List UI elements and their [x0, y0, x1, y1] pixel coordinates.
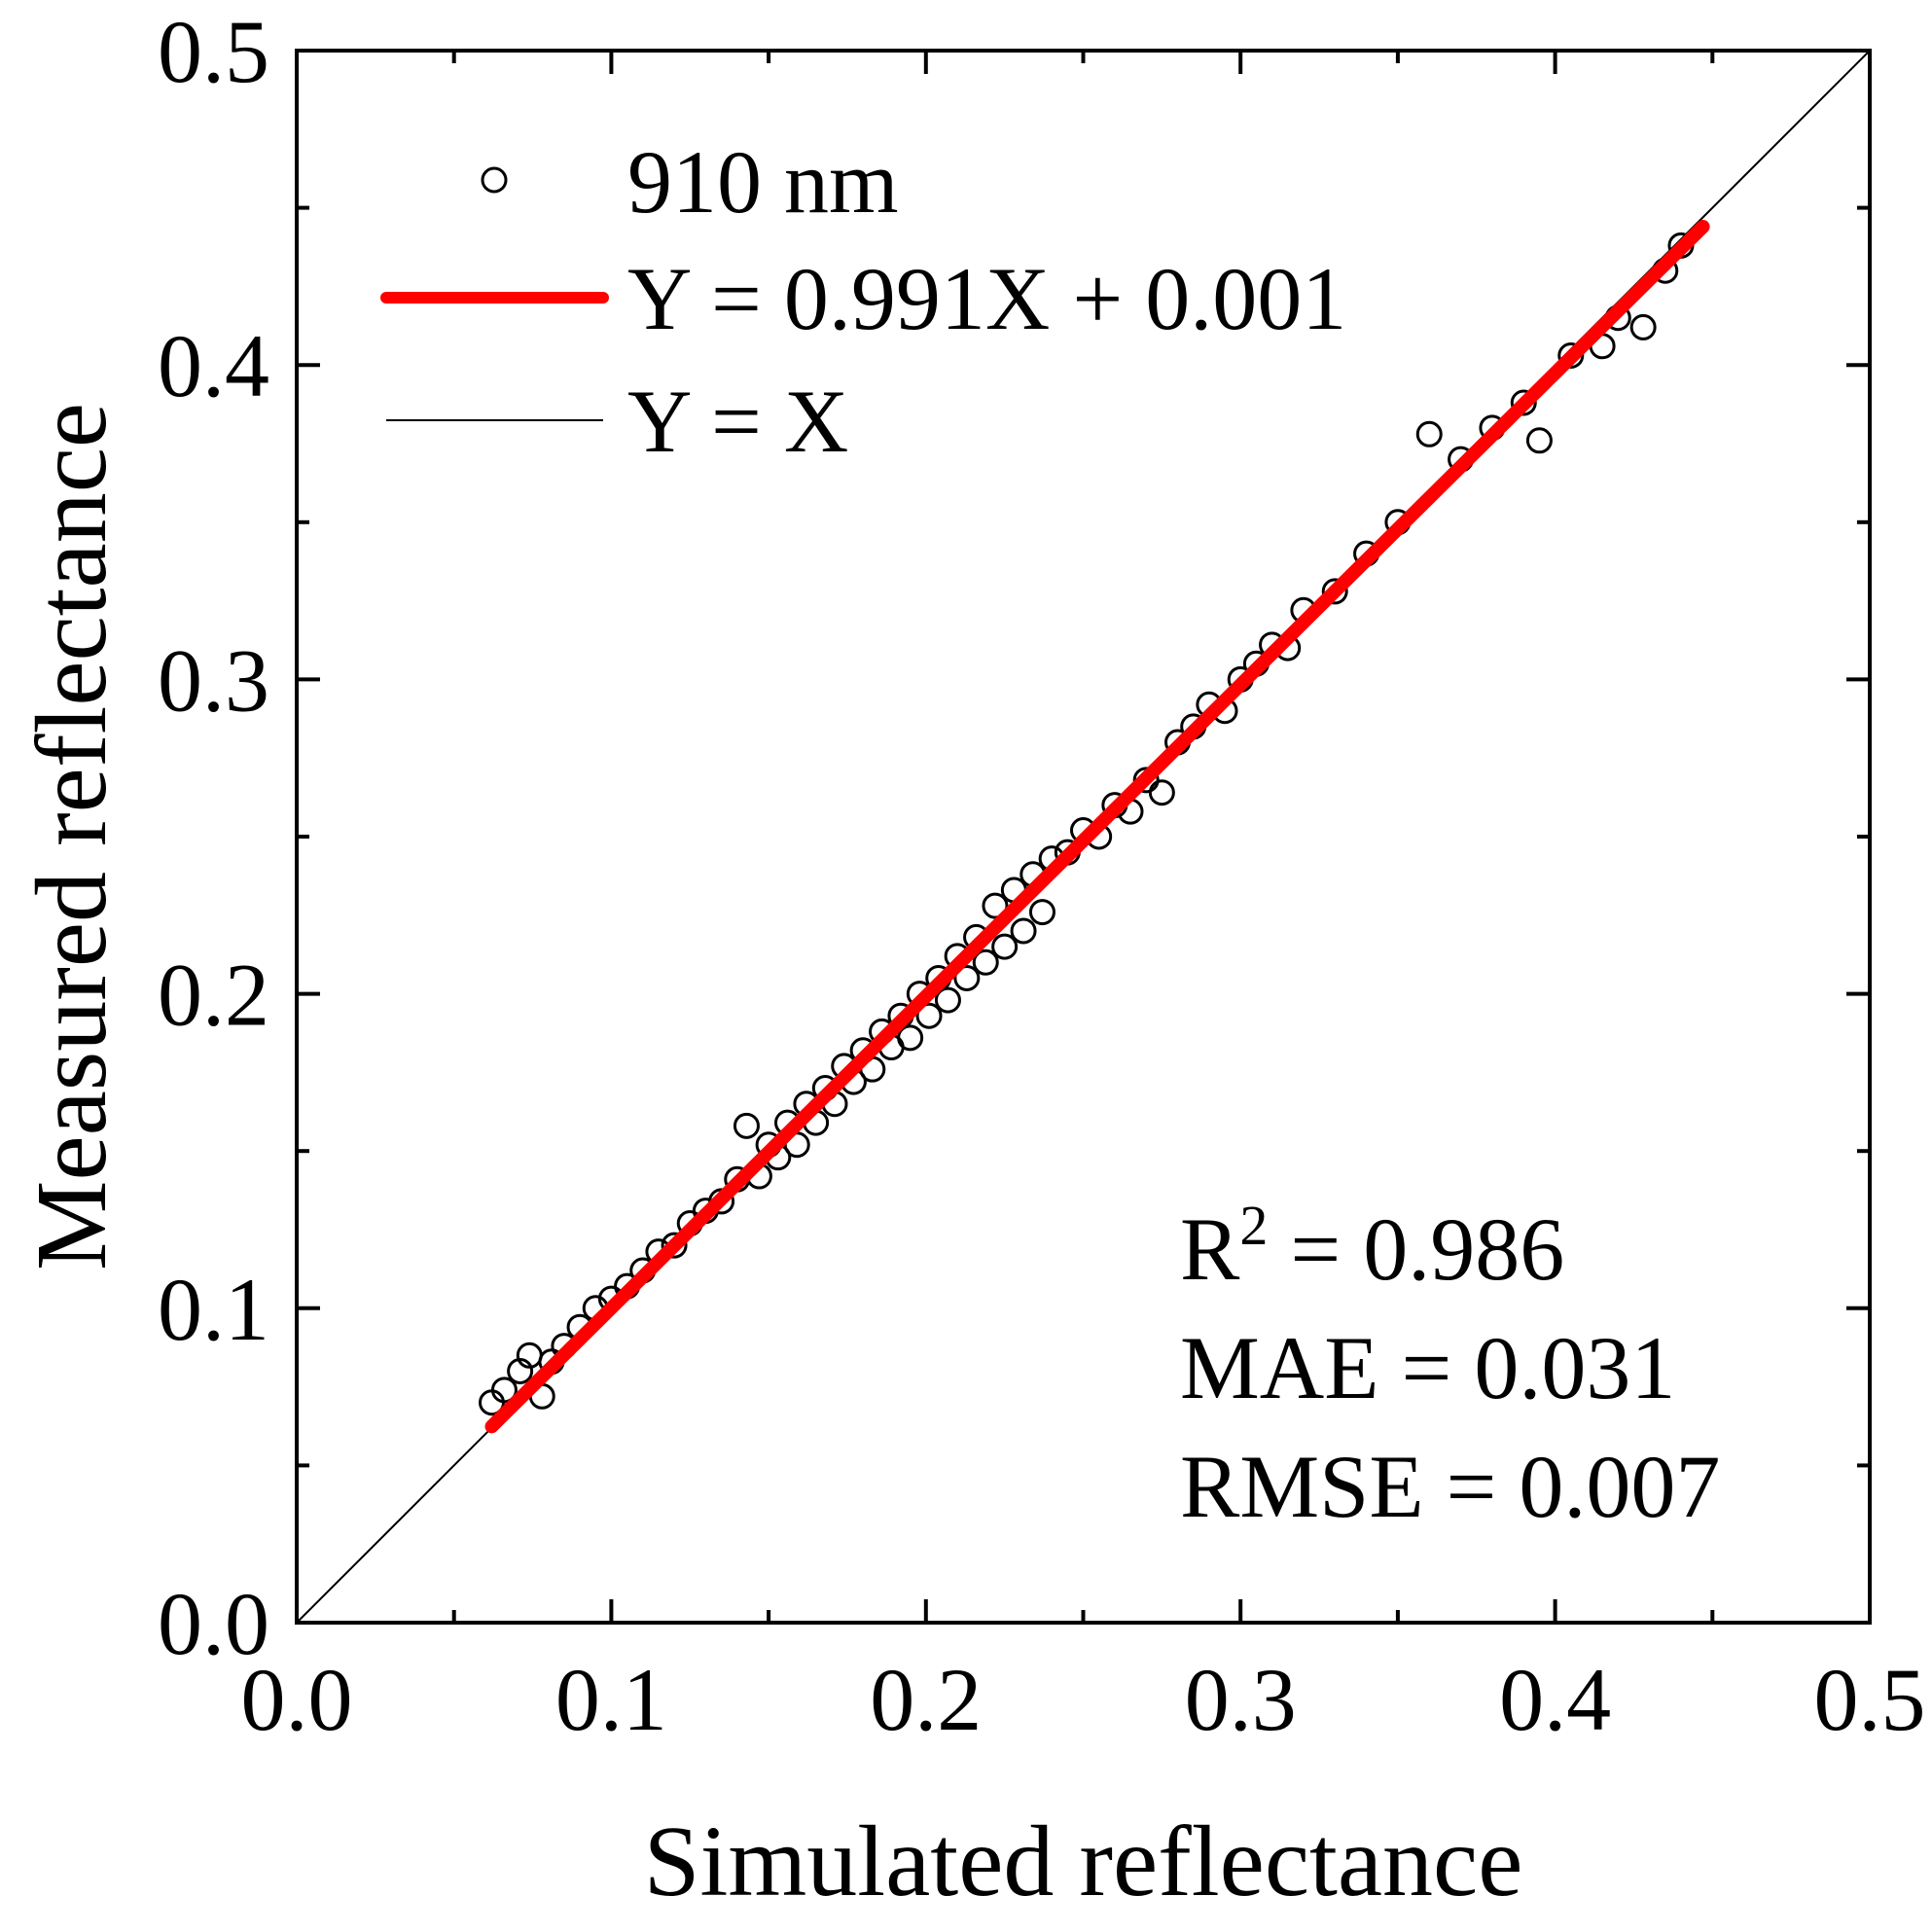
legend-label-fit: Y = 0.991X + 0.001	[627, 249, 1346, 348]
data-point	[1415, 420, 1443, 447]
data-point	[733, 1112, 760, 1139]
stat-r2-superscript: 2	[1239, 1194, 1268, 1257]
legend-label-910nm: 910 nm	[627, 132, 899, 232]
axis-ticks	[295, 49, 1872, 1625]
statistics: R2 = 0.986 MAE = 0.031 RMSE = 0.007	[1180, 1194, 1720, 1536]
data-point	[1321, 578, 1348, 605]
stat-r2-value: = 0.986	[1268, 1199, 1564, 1299]
data-point	[1525, 427, 1553, 454]
data-point	[1629, 313, 1657, 340]
stat-r2: R2 = 0.986	[1180, 1194, 1564, 1299]
data-point	[982, 892, 1009, 919]
data-point	[991, 933, 1019, 960]
y-tick-label: 0.1	[158, 1260, 269, 1359]
data-point	[934, 986, 961, 1014]
y-tick-label: 0.3	[158, 630, 269, 730]
stat-mae: MAE = 0.031	[1180, 1318, 1675, 1417]
y-axis-label: Measured reflectance	[16, 403, 127, 1270]
data-point	[953, 964, 981, 991]
data-point	[1557, 342, 1585, 370]
y-tick-label: 0.5	[158, 2, 269, 101]
data-point	[1010, 917, 1037, 945]
legend-marker-circle	[481, 166, 508, 194]
y-tick-label: 0.4	[158, 316, 269, 415]
data-point	[972, 948, 999, 976]
data-point	[1132, 767, 1160, 794]
x-tick-label: 0.3	[1185, 1650, 1297, 1749]
x-tick-label: 0.2	[870, 1650, 982, 1749]
data-point	[490, 1377, 518, 1404]
stat-r2-symbol: R	[1180, 1199, 1240, 1299]
x-tick-label: 0.1	[555, 1650, 667, 1749]
data-point	[897, 1024, 924, 1052]
data-point	[915, 1002, 943, 1029]
y-tick-label: 0.0	[158, 1574, 269, 1673]
x-tick-label: 0.4	[1499, 1650, 1611, 1749]
stat-rmse: RMSE = 0.007	[1180, 1437, 1720, 1536]
x-tick-label: 0.5	[1814, 1650, 1926, 1749]
x-tick-label: 0.0	[241, 1650, 353, 1749]
chart-lines	[484, 219, 1710, 1434]
x-axis-label: Simulated reflectance	[644, 1806, 1523, 1917]
data-point	[1510, 389, 1537, 416]
fit-line	[484, 219, 1710, 1434]
legend: 910 nm Y = 0.991X + 0.001 Y = X	[380, 132, 1346, 471]
legend-label-identity: Y = X	[627, 372, 848, 471]
data-point	[1148, 779, 1175, 806]
data-point	[661, 1232, 688, 1259]
y-tick-label: 0.2	[158, 946, 269, 1045]
tick-labels: 0.00.0 0.1 0.1 0.2 0.2 0.3 0.3 0.4 0.4 0.5 0.5	[158, 2, 1926, 1749]
data-point	[1028, 899, 1055, 926]
